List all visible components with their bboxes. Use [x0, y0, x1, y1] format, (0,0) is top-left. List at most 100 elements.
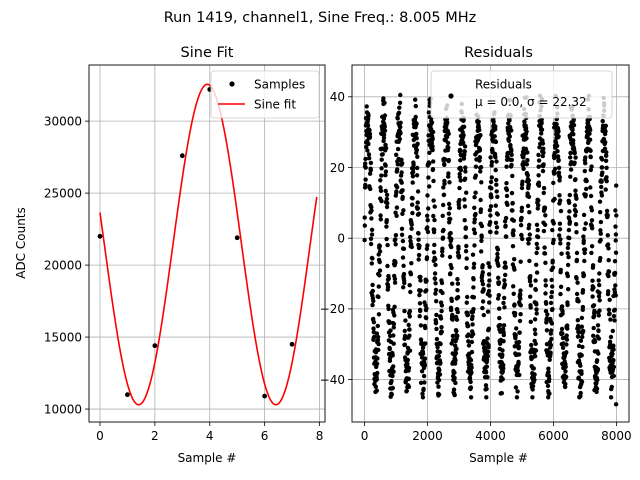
residual-point: [500, 377, 505, 382]
residual-point: [596, 328, 601, 334]
residual-point: [461, 124, 467, 129]
residual-point: [462, 197, 467, 202]
residual-point: [447, 180, 452, 185]
residual-point: [462, 149, 467, 154]
residual-point: [379, 166, 384, 171]
residual-point: [603, 158, 609, 163]
residual-point: [411, 166, 416, 171]
residual-point: [450, 281, 455, 286]
residual-point: [455, 250, 461, 255]
residual-point: [597, 290, 602, 295]
residual-point: [520, 163, 526, 168]
residual-point: [591, 314, 597, 319]
residual-point: [581, 234, 586, 239]
residual-point: [532, 327, 538, 332]
residual-point: [448, 230, 453, 236]
residual-point: [545, 383, 551, 389]
residual-point: [472, 217, 477, 222]
residual-point: [414, 173, 420, 178]
residual-point: [407, 308, 413, 314]
residual-point: [453, 351, 459, 356]
residual-point: [515, 368, 520, 373]
residual-point: [613, 224, 618, 229]
residual-point: [534, 250, 539, 256]
sine-fit-panel: Sine Fit 0 2 4 6 81000015000200002500030000 …: [14, 45, 326, 465]
residual-point: [432, 217, 437, 223]
residual-point: [399, 157, 404, 162]
residual-point: [557, 175, 562, 180]
residual-point: [555, 149, 560, 154]
residual-point: [507, 118, 512, 123]
residual-point: [437, 372, 443, 377]
residual-point: [413, 114, 418, 120]
residual-point: [550, 265, 556, 270]
residual-point: [406, 376, 411, 381]
residual-point: [516, 352, 522, 357]
legend-sinefit-label: Sine fit: [254, 98, 296, 112]
residual-point: [427, 161, 432, 166]
residual-point: [501, 362, 506, 368]
residual-point: [388, 328, 393, 333]
residual-point: [396, 110, 402, 116]
residual-point: [532, 377, 537, 383]
l-xtick-label: 6: [261, 429, 269, 443]
residual-point: [535, 246, 540, 251]
residual-point: [560, 311, 565, 316]
residual-point: [563, 364, 568, 369]
residual-point: [512, 257, 517, 262]
residual-point: [504, 181, 509, 186]
residual-point: [512, 311, 518, 316]
residual-point: [557, 221, 563, 226]
residual-point: [418, 278, 423, 283]
residual-point: [403, 318, 408, 323]
residual-point: [479, 238, 484, 243]
residual-point: [369, 261, 374, 266]
residual-point: [560, 345, 566, 350]
residual-point: [571, 132, 576, 137]
residual-point: [374, 361, 380, 366]
residual-point: [454, 317, 460, 322]
residual-point: [576, 326, 581, 331]
residual-point: [472, 230, 478, 236]
residual-point: [549, 290, 554, 295]
residual-point: [603, 123, 608, 128]
residual-point: [384, 196, 390, 202]
residual-point: [391, 333, 396, 338]
residual-point: [493, 155, 498, 160]
residual-point: [564, 350, 569, 355]
residual-point: [486, 272, 492, 277]
residual-point: [519, 208, 524, 214]
residual-point: [493, 203, 498, 208]
residual-point: [525, 191, 530, 196]
residual-point: [551, 221, 556, 226]
residual-point: [485, 375, 490, 380]
residual-point: [478, 165, 484, 170]
residual-point: [578, 363, 583, 368]
residual-point: [438, 341, 443, 347]
residual-point: [422, 380, 427, 385]
residual-point: [363, 156, 368, 162]
residual-point: [399, 170, 404, 175]
residual-point: [450, 317, 455, 322]
residual-point: [486, 288, 492, 294]
residual-point: [607, 297, 612, 302]
residual-point: [452, 392, 457, 398]
residual-point: [573, 213, 578, 218]
residual-point: [524, 136, 529, 141]
sine-fit-points-layer: [97, 87, 295, 399]
residual-point: [570, 141, 576, 146]
residual-point: [525, 203, 531, 209]
residual-point: [565, 302, 570, 308]
residual-point: [455, 288, 460, 293]
r-ytick-label: 20: [330, 161, 345, 175]
residual-point: [405, 361, 410, 366]
residual-point: [487, 208, 493, 213]
residual-point: [504, 193, 510, 199]
residual-point: [523, 146, 529, 152]
residual-point: [424, 278, 429, 283]
residual-point: [528, 274, 533, 279]
residuals-ticks: 0 2000 4000 6000 8000 −40 −20 0 20 40: [320, 90, 632, 443]
residual-point: [400, 194, 405, 200]
residual-point: [583, 155, 588, 160]
residual-point: [418, 274, 423, 280]
